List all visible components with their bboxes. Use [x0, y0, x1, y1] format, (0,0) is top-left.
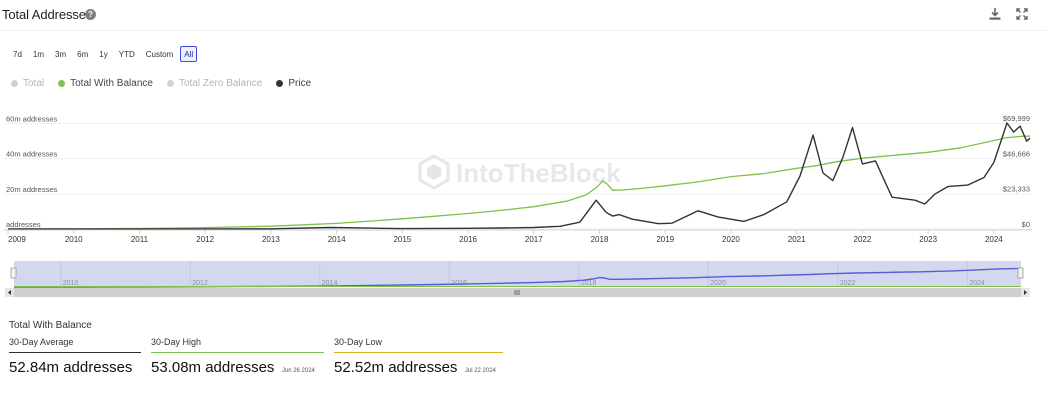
x-tick-label: 2012 [196, 235, 214, 244]
left-axis: 60m addresses 40m addresses 20m addresses a… [6, 115, 58, 229]
x-tick-label: 2024 [985, 235, 1003, 244]
chart-title: Total Addresses [2, 7, 93, 22]
x-tick-label: 2013 [262, 235, 280, 244]
navigator-label: 2020 [710, 280, 726, 287]
legend-label-price: Price [288, 78, 312, 89]
range-navigator[interactable]: 2010 2012 2014 2016 2018 2020 2022 2024 [0, 258, 1047, 303]
navigator-label: 2014 [322, 280, 338, 287]
stat-value-text: 52.84m addresses [9, 359, 133, 376]
navigator-line [14, 267, 1021, 288]
chart-legend: Total Total With Balance Total Zero Bala… [11, 78, 311, 89]
range-button-custom[interactable]: Custom [142, 46, 178, 62]
legend-dot-total [11, 80, 18, 87]
stat-30-day-average: 30-Day Average 52.84m addresses [9, 337, 141, 377]
legend-item-total[interactable]: Total [11, 78, 44, 89]
stat-value-text: 53.08m addresses [151, 359, 275, 376]
navigator-label: 2010 [63, 280, 79, 287]
x-tick-label: 2014 [328, 235, 346, 244]
navigator-right-handle[interactable] [1017, 267, 1024, 279]
legend-item-price[interactable]: Price [276, 78, 311, 89]
x-tick-label: 2010 [65, 235, 83, 244]
legend-dot-total-with-balance [58, 80, 66, 87]
range-button-all[interactable]: All [180, 46, 198, 62]
legend-label-total-with-balance: Total With Balance [70, 78, 153, 89]
right-axis-label: $69,999 [1003, 114, 1030, 123]
watermark: IntoTheBlock [418, 154, 621, 190]
series-line-price [8, 122, 1031, 230]
download-icon[interactable] [988, 7, 1002, 21]
chart-header: Total Addresses ? [0, 0, 1047, 31]
right-axis-label: $23,333 [1003, 185, 1030, 194]
navigator-label: 2022 [840, 280, 856, 287]
left-axis-label: 20m addresses [6, 185, 58, 194]
stat-label: 30-Day Average [9, 337, 74, 347]
question-circle-icon[interactable]: ? [85, 9, 96, 20]
stat-value-text: 52.52m addresses [334, 359, 458, 376]
x-axis: 2009 2010 2011 2012 2013 2014 2015 2016 2017 2018… [4, 229, 1032, 244]
scroll-grip-icon [514, 290, 520, 295]
navigator-label: 2012 [192, 280, 208, 287]
stat-underline [334, 352, 503, 353]
scroll-right-arrow-icon[interactable] [1024, 290, 1027, 295]
legend-label-total: Total [23, 78, 45, 89]
x-tick-label: 2017 [525, 235, 543, 244]
series-line-total-with-balance [7, 135, 1031, 230]
x-tick-label: 2009 [8, 235, 26, 244]
stat-value: 53.08m addresses Jun 26 2024 [151, 359, 324, 377]
stat-label: 30-Day High [151, 337, 202, 347]
x-tick-label: 2022 [854, 235, 872, 244]
stats-title: Total With Balance [9, 320, 92, 331]
x-tick-label: 2020 [722, 235, 740, 244]
range-button-ytd[interactable]: YTD [115, 46, 139, 62]
watermark-logo-icon [418, 154, 450, 190]
left-axis-label: 40m addresses [6, 150, 58, 159]
x-tick-label: 2023 [919, 235, 937, 244]
stat-underline [9, 352, 141, 353]
stat-30-day-low: 30-Day Low 52.52m addresses Jul 22 2024 [334, 337, 503, 377]
stat-value: 52.84m addresses [9, 359, 141, 377]
range-button-1m[interactable]: 1m [29, 46, 48, 62]
x-tick-label: 2015 [393, 235, 411, 244]
main-chart[interactable]: IntoTheBlock 60m addresses 40m addresses 2… [0, 0, 1047, 300]
x-tick-label: 2019 [656, 235, 674, 244]
x-tick-label: 2011 [131, 235, 149, 244]
right-axis-label: $0 [1022, 220, 1030, 229]
x-tick-label: 2016 [459, 235, 477, 244]
watermark-text: IntoTheBlock [456, 158, 621, 188]
x-tick-label: 2021 [788, 235, 806, 244]
stat-30-day-high: 30-Day High 53.08m addresses Jun 26 2024 [151, 337, 324, 377]
scroll-left-arrow-icon[interactable] [8, 290, 11, 295]
right-axis: $69,999 $46,666 $23,333 $0 [1003, 114, 1030, 229]
navigator-label: 2018 [581, 280, 597, 287]
navigator-scrollbar-thumb[interactable] [14, 288, 1021, 297]
series-group [7, 122, 1031, 230]
legend-item-total-zero-balance[interactable]: Total Zero Balance [166, 78, 263, 89]
expand-icon[interactable] [1015, 7, 1029, 21]
x-tick-label: 2018 [591, 235, 609, 244]
stat-date: Jun 26 2024 [281, 368, 315, 374]
left-axis-label: addresses [6, 220, 41, 229]
range-button-7d[interactable]: 7d [9, 46, 26, 62]
navigator-label: 2024 [969, 280, 985, 287]
legend-dot-total-zero-balance [166, 80, 174, 87]
legend-label-total-zero-balance: Total Zero Balance [178, 78, 263, 89]
navigator-left-handle[interactable] [10, 267, 17, 279]
right-axis-label: $46,666 [1003, 149, 1030, 158]
range-selector: 7d 1m 3m 6m 1y YTD Custom All [9, 46, 198, 62]
range-button-6m[interactable]: 6m [73, 46, 92, 62]
stat-date: Jul 22 2024 [464, 368, 496, 374]
stat-value: 52.52m addresses Jul 22 2024 [334, 359, 503, 377]
range-button-3m[interactable]: 3m [51, 46, 70, 62]
stat-label: 30-Day Low [334, 337, 383, 347]
range-button-1y[interactable]: 1y [95, 46, 111, 62]
navigator-series [14, 267, 1021, 288]
legend-dot-price [276, 80, 284, 87]
stat-underline [151, 352, 324, 353]
legend-item-total-with-balance[interactable]: Total With Balance [58, 78, 153, 89]
left-axis-label: 60m addresses [6, 115, 58, 124]
